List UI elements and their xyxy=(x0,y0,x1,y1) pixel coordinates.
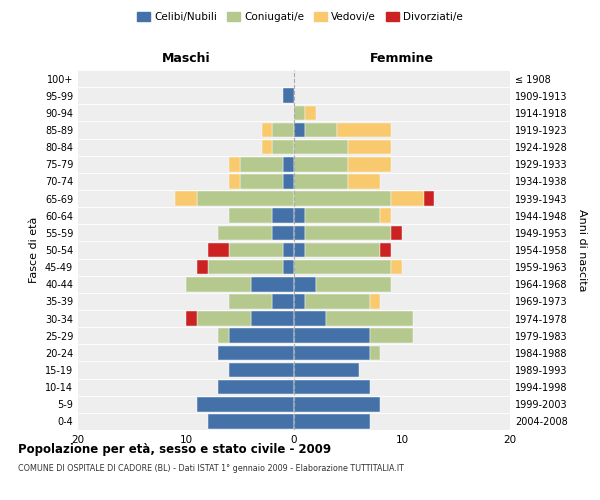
Bar xyxy=(197,192,294,206)
Bar xyxy=(272,122,294,138)
Bar xyxy=(305,106,316,120)
Bar xyxy=(262,140,272,154)
Bar xyxy=(370,294,380,308)
Y-axis label: Anni di nascita: Anni di nascita xyxy=(577,209,587,291)
Bar xyxy=(197,260,208,274)
Bar xyxy=(186,277,251,291)
Bar xyxy=(305,226,391,240)
Bar xyxy=(251,312,294,326)
Bar xyxy=(294,174,348,188)
Bar xyxy=(208,260,283,274)
Bar xyxy=(391,192,424,206)
Bar xyxy=(380,208,391,223)
Bar xyxy=(337,122,391,138)
Bar xyxy=(294,226,305,240)
Bar xyxy=(294,106,305,120)
Bar xyxy=(218,346,294,360)
Bar xyxy=(294,397,380,411)
Bar xyxy=(370,328,413,343)
Bar xyxy=(283,88,294,103)
Bar xyxy=(186,312,197,326)
Bar xyxy=(229,294,272,308)
Bar xyxy=(348,174,380,188)
Bar xyxy=(305,122,337,138)
Bar xyxy=(294,346,370,360)
Bar xyxy=(294,328,370,343)
Bar xyxy=(240,174,283,188)
Bar xyxy=(197,312,251,326)
Bar xyxy=(294,122,305,138)
Bar xyxy=(251,277,294,291)
Bar xyxy=(262,122,272,138)
Text: COMUNE DI OSPITALE DI CADORE (BL) - Dati ISTAT 1° gennaio 2009 - Elaborazione TU: COMUNE DI OSPITALE DI CADORE (BL) - Dati… xyxy=(18,464,404,473)
Bar xyxy=(229,362,294,378)
Bar xyxy=(229,328,294,343)
Bar xyxy=(391,226,402,240)
Bar xyxy=(218,380,294,394)
Bar xyxy=(294,208,305,223)
Bar xyxy=(175,192,197,206)
Bar xyxy=(294,414,370,428)
Bar xyxy=(294,192,391,206)
Bar xyxy=(316,277,391,291)
Bar xyxy=(305,208,380,223)
Bar xyxy=(218,328,229,343)
Bar xyxy=(229,157,240,172)
Bar xyxy=(370,346,380,360)
Bar xyxy=(294,242,305,258)
Bar xyxy=(197,397,294,411)
Bar xyxy=(283,174,294,188)
Bar xyxy=(283,260,294,274)
Text: Femmine: Femmine xyxy=(370,52,434,65)
Bar xyxy=(305,242,380,258)
Bar xyxy=(208,242,229,258)
Bar xyxy=(305,294,370,308)
Bar xyxy=(294,312,326,326)
Bar xyxy=(294,277,316,291)
Bar xyxy=(272,208,294,223)
Bar xyxy=(208,414,294,428)
Bar xyxy=(294,157,348,172)
Bar xyxy=(229,174,240,188)
Bar xyxy=(294,260,391,274)
Bar xyxy=(229,208,272,223)
Legend: Celibi/Nubili, Coniugati/e, Vedovi/e, Divorziati/e: Celibi/Nubili, Coniugati/e, Vedovi/e, Di… xyxy=(133,8,467,26)
Bar xyxy=(294,362,359,378)
Text: Maschi: Maschi xyxy=(161,52,211,65)
Bar xyxy=(424,192,434,206)
Bar xyxy=(348,157,391,172)
Bar xyxy=(380,242,391,258)
Bar xyxy=(229,242,283,258)
Bar xyxy=(272,140,294,154)
Text: Popolazione per età, sesso e stato civile - 2009: Popolazione per età, sesso e stato civil… xyxy=(18,442,331,456)
Bar xyxy=(348,140,391,154)
Bar xyxy=(294,380,370,394)
Y-axis label: Fasce di età: Fasce di età xyxy=(29,217,39,283)
Bar xyxy=(272,294,294,308)
Bar xyxy=(283,242,294,258)
Bar xyxy=(326,312,413,326)
Bar xyxy=(283,157,294,172)
Bar xyxy=(272,226,294,240)
Bar xyxy=(294,294,305,308)
Bar xyxy=(240,157,283,172)
Bar xyxy=(294,140,348,154)
Bar xyxy=(218,226,272,240)
Bar xyxy=(391,260,402,274)
